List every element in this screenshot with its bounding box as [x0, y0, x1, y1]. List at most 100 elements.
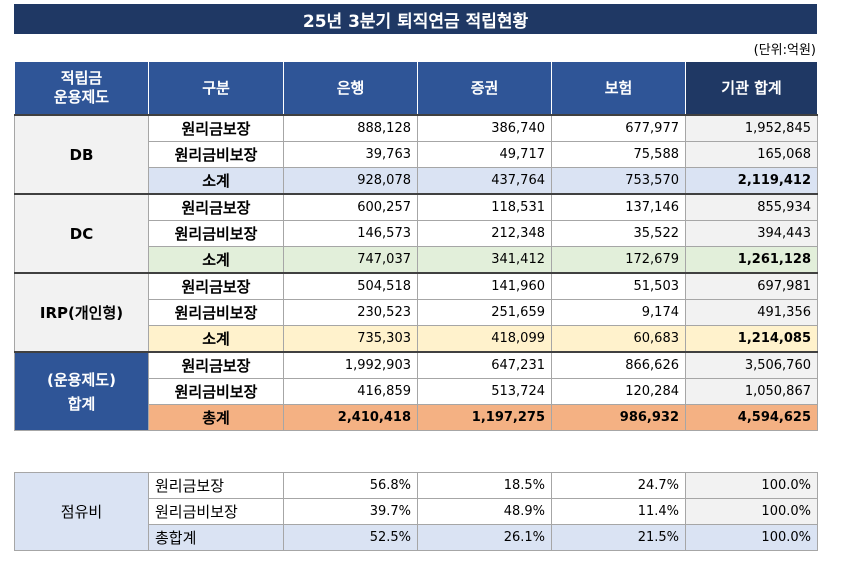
cell-total: 3,506,760 — [685, 351, 818, 379]
table-row: IRP(개인형) 원리금보장 504,518 141,960 51,503 69… — [14, 272, 818, 353]
cell-total: 100.0% — [685, 524, 818, 551]
pension-table: 적립금 운용제도 구분 은행 증권 보험 기관 합계 DB 원리금보장 888,1… — [14, 61, 818, 431]
table-row: DB 원리금보장 888,128 386,740 677,977 1,952,8… — [14, 114, 818, 195]
header-bank: 은행 — [283, 61, 418, 116]
row-label: 총계 — [148, 404, 284, 431]
cell-total: 1,952,845 — [685, 114, 818, 142]
row-label: 소계 — [148, 246, 284, 274]
share-group-label: 점유비 — [14, 472, 149, 551]
row-label: 원리금보장 — [148, 272, 284, 300]
table-row: 원리금비보장 416,859 513,724 120,284 1,050,867 — [15, 378, 818, 405]
header-insurance: 보험 — [551, 61, 686, 116]
cell-insurance: 986,932 — [551, 404, 686, 431]
subtotal-row: 소계 747,037 341,412 172,679 1,261,128 — [15, 246, 818, 274]
header-row: 적립금 운용제도 구분 은행 증권 보험 기관 합계 — [14, 61, 818, 116]
row-label: 원리금비보장 — [148, 299, 284, 326]
cell-securities: 118,531 — [417, 193, 552, 221]
cell-bank: 600,257 — [283, 193, 418, 221]
cell-bank: 52.5% — [283, 524, 418, 551]
cell-bank: 39,763 — [283, 141, 418, 168]
cell-securities: 49,717 — [417, 141, 552, 168]
cell-total: 491,356 — [685, 299, 818, 326]
cell-securities: 513,724 — [417, 378, 552, 405]
subtotal-row: 소계 735,303 418,099 60,683 1,214,085 — [15, 325, 818, 353]
row-label: 소계 — [148, 325, 284, 353]
cell-insurance: 677,977 — [551, 114, 686, 142]
cell-insurance: 21.5% — [551, 524, 686, 551]
row-label: 원리금비보장 — [148, 220, 284, 247]
table-row: 원리금비보장 39,763 49,717 75,588 165,068 — [15, 141, 818, 168]
table-row: 원리금비보장 39.7% 48.9% 11.4% 100.0% — [15, 498, 818, 525]
cell-bank: 146,573 — [283, 220, 418, 247]
cell-securities: 18.5% — [417, 472, 552, 499]
row-label: 원리금비보장 — [148, 141, 284, 168]
cell-total: 394,443 — [685, 220, 818, 247]
cell-insurance: 172,679 — [551, 246, 686, 274]
cell-bank: 888,128 — [283, 114, 418, 142]
cell-insurance: 120,284 — [551, 378, 686, 405]
table-row: 원리금비보장 230,523 251,659 9,174 491,356 — [15, 299, 818, 326]
group-dc: DC — [14, 193, 149, 274]
cell-bank: 56.8% — [283, 472, 418, 499]
cell-bank: 504,518 — [283, 272, 418, 300]
cell-total: 855,934 — [685, 193, 818, 221]
header-securities: 증권 — [417, 61, 552, 116]
cell-securities: 437,764 — [417, 167, 552, 195]
cell-securities: 1,197,275 — [417, 404, 552, 431]
row-label: 원리금보장 — [148, 193, 284, 221]
group-irp: IRP(개인형) — [14, 272, 149, 353]
cell-insurance: 137,146 — [551, 193, 686, 221]
cell-total: 697,981 — [685, 272, 818, 300]
cell-securities: 26.1% — [417, 524, 552, 551]
table-row: (운용제도) 합계 원리금보장 1,992,903 647,231 866,626… — [14, 351, 818, 431]
cell-total: 4,594,625 — [685, 404, 818, 431]
header-institution-total: 기관 합계 — [685, 61, 818, 116]
cell-insurance: 35,522 — [551, 220, 686, 247]
row-label: 총합계 — [148, 524, 284, 551]
cell-insurance: 60,683 — [551, 325, 686, 353]
cell-bank: 928,078 — [283, 167, 418, 195]
cell-insurance: 51,503 — [551, 272, 686, 300]
cell-insurance: 9,174 — [551, 299, 686, 326]
cell-bank: 747,037 — [283, 246, 418, 274]
report-title: 25년 3분기 퇴직연금 적립현황 — [14, 4, 817, 34]
cell-insurance: 24.7% — [551, 472, 686, 499]
grand-total-row: 총계 2,410,418 1,197,275 986,932 4,594,625 — [15, 404, 818, 431]
row-label: 원리금보장 — [148, 114, 284, 142]
cell-insurance: 753,570 — [551, 167, 686, 195]
share-total-row: 총합계 52.5% 26.1% 21.5% 100.0% — [15, 524, 818, 551]
cell-securities: 647,231 — [417, 351, 552, 379]
cell-total: 165,068 — [685, 141, 818, 168]
cell-total: 2,119,412 — [685, 167, 818, 195]
cell-insurance: 11.4% — [551, 498, 686, 525]
cell-securities: 212,348 — [417, 220, 552, 247]
group-db: DB — [14, 114, 149, 195]
row-label: 원리금보장 — [148, 472, 284, 499]
header-plan-type: 적립금 운용제도 — [14, 61, 149, 116]
cell-insurance: 75,588 — [551, 141, 686, 168]
header-category: 구분 — [148, 61, 284, 116]
subtotal-row: 소계 928,078 437,764 753,570 2,119,412 — [15, 167, 818, 195]
cell-bank: 416,859 — [283, 378, 418, 405]
cell-securities: 418,099 — [417, 325, 552, 353]
cell-total: 1,214,085 — [685, 325, 818, 353]
row-label: 원리금비보장 — [148, 498, 284, 525]
cell-securities: 341,412 — [417, 246, 552, 274]
cell-bank: 1,992,903 — [283, 351, 418, 379]
cell-total: 100.0% — [685, 498, 818, 525]
row-label: 원리금비보장 — [148, 378, 284, 405]
row-label: 원리금보장 — [148, 351, 284, 379]
cell-securities: 48.9% — [417, 498, 552, 525]
cell-bank: 735,303 — [283, 325, 418, 353]
cell-securities: 141,960 — [417, 272, 552, 300]
cell-securities: 386,740 — [417, 114, 552, 142]
cell-bank: 2,410,418 — [283, 404, 418, 431]
cell-total: 1,261,128 — [685, 246, 818, 274]
cell-total: 1,050,867 — [685, 378, 818, 405]
share-table: 점유비 원리금보장 56.8% 18.5% 24.7% 100.0% 원리금비보… — [14, 472, 818, 551]
cell-securities: 251,659 — [417, 299, 552, 326]
row-label: 소계 — [148, 167, 284, 195]
table-row: 원리금비보장 146,573 212,348 35,522 394,443 — [15, 220, 818, 247]
cell-insurance: 866,626 — [551, 351, 686, 379]
table-row: DC 원리금보장 600,257 118,531 137,146 855,934 — [14, 193, 818, 274]
